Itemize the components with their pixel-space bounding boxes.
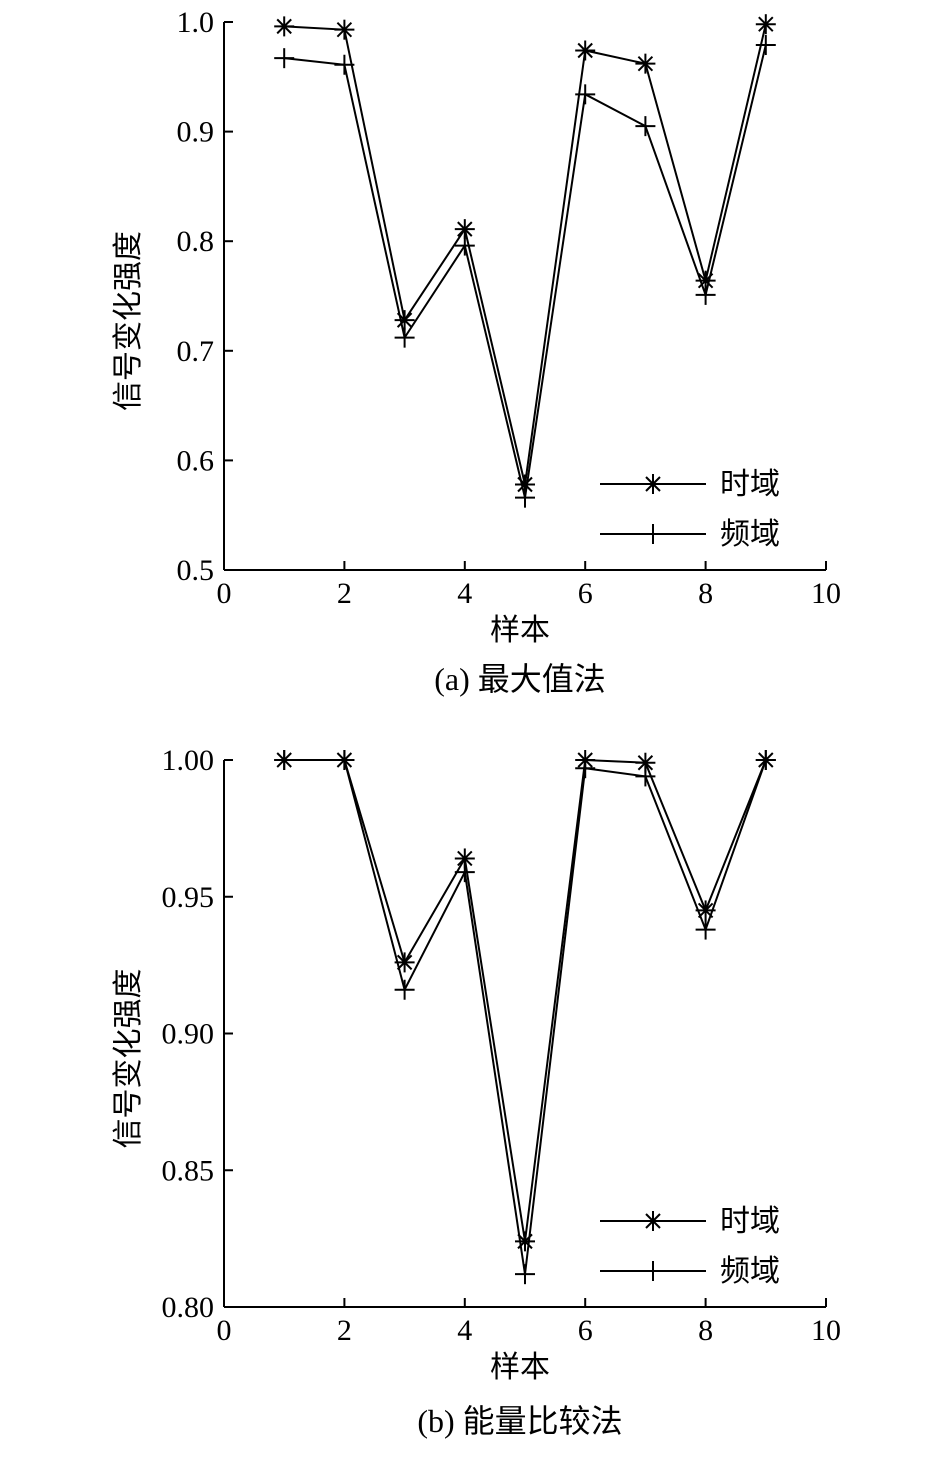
data-point: [635, 116, 656, 137]
y-axis-label: 信号变化强度: [111, 969, 146, 1149]
y-tick-label: 0.5: [177, 554, 215, 587]
y-tick-label: 0.85: [162, 1154, 215, 1187]
legend-marker: [643, 474, 663, 494]
legend-item: 频域: [600, 517, 780, 552]
data-point: [274, 16, 295, 37]
x-tick-label: 4: [457, 1314, 472, 1347]
series-frequency-domain: [274, 35, 776, 508]
series-line: [284, 759, 767, 1275]
data-point: [515, 1231, 535, 1252]
data-point: [274, 750, 295, 770]
x-tick-label: 0: [217, 1314, 232, 1347]
x-tick-label: 6: [578, 577, 593, 610]
series-line: [284, 44, 767, 498]
x-tick-label: 8: [698, 1314, 713, 1347]
y-tick-label: 0.95: [162, 881, 215, 914]
data-point: [334, 54, 355, 75]
y-tick-label: 0.80: [162, 1291, 215, 1324]
legend-item: 时域: [600, 1204, 780, 1239]
panel-caption: (b) 能量比较法: [417, 1403, 622, 1439]
x-tick-label: 10: [811, 1314, 841, 1347]
y-tick-label: 1.00: [162, 744, 215, 777]
data-point: [274, 48, 295, 69]
data-point: [454, 235, 475, 256]
legend-label: 时域: [720, 1204, 780, 1239]
data-point: [515, 1264, 535, 1285]
data-point: [755, 35, 776, 56]
data-point: [635, 766, 656, 787]
data-point: [755, 14, 776, 35]
x-tick-label: 4: [457, 577, 472, 610]
series-time-domain: [274, 750, 776, 1252]
data-point: [755, 750, 776, 770]
data-point: [635, 53, 656, 74]
legend-item: 时域: [600, 467, 780, 502]
x-tick-label: 0: [217, 577, 232, 610]
data-point: [454, 862, 475, 883]
y-tick-label: 0.9: [177, 116, 215, 149]
x-tick-label: 8: [698, 577, 713, 610]
axes: [223, 22, 826, 571]
x-axis-label: 样本: [490, 1350, 550, 1385]
data-point: [695, 284, 716, 305]
y-tick-label: 1.0: [177, 6, 215, 39]
data-point: [575, 84, 596, 105]
x-tick-label: 10: [811, 577, 841, 610]
data-point: [575, 758, 596, 779]
x-tick-label: 2: [337, 1314, 352, 1347]
y-tick-label: 0.6: [177, 444, 215, 477]
legend-marker: [643, 524, 663, 544]
y-tick-label: 0.8: [177, 225, 215, 258]
y-tick-label: 0.7: [177, 335, 215, 368]
data-point: [575, 40, 596, 61]
data-point: [334, 19, 355, 40]
y-axis-label: 信号变化强度: [111, 231, 146, 411]
x-tick-label: 6: [578, 1314, 593, 1347]
legend-marker: [643, 1211, 663, 1231]
data-point: [394, 979, 415, 1000]
legend-label: 频域: [720, 1254, 780, 1289]
data-point: [515, 487, 535, 508]
x-tick-label: 2: [337, 577, 352, 610]
panel-caption: (a) 最大值法: [434, 661, 606, 697]
legend-marker: [643, 1261, 663, 1281]
x-axis-label: 样本: [490, 613, 550, 648]
series-line: [284, 23, 767, 485]
legend-item: 频域: [600, 1254, 780, 1289]
y-tick-label: 0.90: [162, 1018, 215, 1051]
data-point: [394, 327, 415, 348]
legend-label: 时域: [720, 467, 780, 502]
series-frequency-domain: [274, 750, 776, 1285]
data-point: [695, 919, 716, 940]
data-point: [334, 750, 355, 770]
series-line: [284, 758, 767, 1242]
legend-label: 频域: [720, 517, 780, 552]
